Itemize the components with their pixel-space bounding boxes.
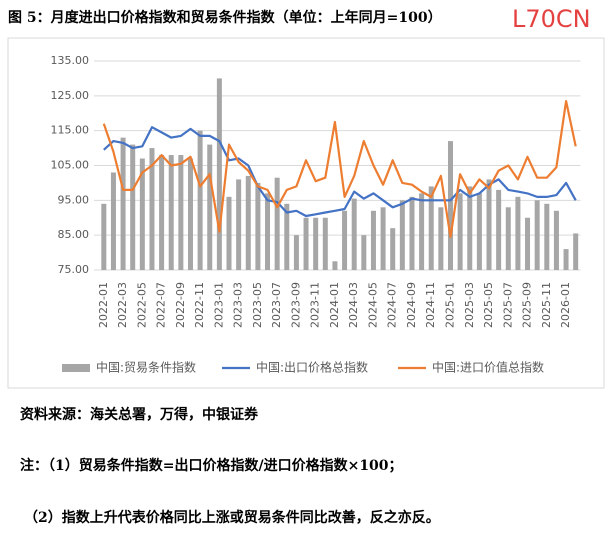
bar [409, 196, 415, 270]
bar [226, 196, 232, 270]
bar [505, 207, 511, 270]
bar [563, 249, 569, 270]
x-tick-label: 2023-11 [309, 282, 322, 328]
bar [544, 203, 550, 270]
x-tick-label: 2023-07 [270, 282, 283, 328]
bar [496, 189, 502, 270]
x-tick-label: 2025-07 [501, 282, 514, 328]
bar [370, 210, 376, 270]
bar [274, 177, 280, 270]
bar [293, 235, 299, 270]
note: （2）指数上升代表价格同比上涨或贸易条件同比改善，反之亦反。 [24, 509, 440, 526]
bar [515, 196, 521, 270]
bar [207, 144, 213, 270]
bar [361, 235, 367, 270]
chart-frame [7, 37, 605, 389]
line [103, 126, 577, 218]
x-tick-label: 2026-01 [559, 282, 572, 328]
x-tick-label: 2023-03 [232, 282, 245, 328]
bar [428, 186, 434, 270]
x-tick-label: 2025-01 [443, 282, 456, 328]
bar [573, 233, 579, 270]
x-tick-label: 2024-01 [328, 282, 341, 328]
bar [322, 217, 328, 270]
x-tick-label: 2023-01 [212, 282, 225, 328]
line [102, 100, 577, 238]
bar [553, 210, 559, 270]
bar [255, 182, 261, 270]
bar [447, 141, 453, 270]
x-tick-label: 2023-05 [251, 282, 264, 328]
bar [342, 210, 348, 270]
x-tick-label: 2023-09 [289, 282, 302, 328]
bar [399, 200, 405, 270]
bar [438, 207, 444, 270]
legend-label: 中国:进口价值总指数 [432, 360, 544, 375]
y-tick-label: 135.00 [51, 54, 90, 67]
bar [380, 207, 386, 270]
bar [110, 172, 116, 270]
y-tick-label: 95.00 [58, 193, 90, 206]
source: 资料来源：海关总署，万得，中银证券 [20, 406, 259, 423]
bar [457, 193, 463, 270]
bar [236, 179, 242, 270]
x-tick-label: 2022-07 [155, 282, 168, 328]
x-tick-label: 2025-11 [540, 282, 553, 328]
bar [139, 158, 145, 270]
y-tick-label: 85.00 [58, 228, 90, 241]
x-tick-label: 2022-01 [97, 282, 110, 328]
legend-label: 中国:贸易条件指数 [96, 360, 196, 375]
bar [159, 155, 165, 270]
bar [130, 144, 136, 270]
note: 注：（1）贸易条件指数=出口价格指数/进口价格指数×100； [20, 457, 403, 474]
bar [467, 186, 473, 270]
bar [419, 193, 425, 270]
y-tick-label: 125.00 [51, 89, 90, 102]
bar [197, 130, 203, 270]
chart-title: 图 5：月度进出口价格指数和贸易条件指数（单位：上年同月=100） [8, 9, 442, 26]
x-tick-label: 2025-03 [463, 282, 476, 328]
bar [178, 155, 184, 270]
y-tick-label: 105.00 [51, 159, 90, 172]
bar [390, 228, 396, 270]
bar [149, 148, 155, 270]
x-tick-label: 2024-11 [424, 282, 437, 328]
bar [265, 193, 271, 270]
bar [120, 137, 126, 270]
y-tick-label: 115.00 [51, 124, 90, 137]
bar [534, 200, 540, 270]
bar [187, 158, 193, 270]
bar [525, 217, 531, 270]
x-tick-label: 2024-09 [405, 282, 418, 328]
x-tick-label: 2022-11 [193, 282, 206, 328]
bar [245, 175, 251, 270]
bar [284, 203, 290, 270]
bar [303, 217, 309, 270]
y-tick-label: 75.00 [58, 263, 90, 276]
bar [101, 203, 107, 270]
x-tick-label: 2022-09 [174, 282, 187, 328]
x-tick-label: 2025-05 [482, 282, 495, 328]
bar [476, 193, 482, 270]
bar [168, 155, 174, 270]
x-tick-label: 2025-09 [521, 282, 534, 328]
bar [332, 261, 338, 270]
x-tick-label: 2024-03 [347, 282, 360, 328]
bar [486, 179, 492, 270]
x-tick-label: 2022-05 [135, 282, 148, 328]
x-tick-label: 2024-07 [386, 282, 399, 328]
legend-label: 中国:出口价格总指数 [256, 360, 368, 375]
x-tick-label: 2024-05 [366, 282, 379, 328]
watermark: L70CN [512, 5, 591, 33]
x-tick-label: 2022-03 [116, 282, 129, 328]
legend-swatch [62, 364, 90, 372]
bar [216, 78, 222, 271]
bar [313, 217, 319, 270]
bar [351, 198, 357, 270]
